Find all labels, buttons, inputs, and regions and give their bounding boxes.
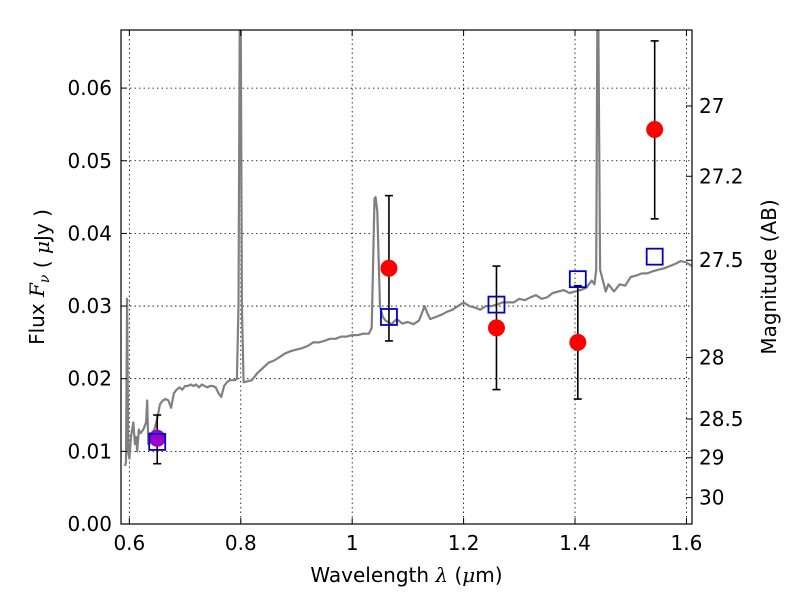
observed-point	[646, 121, 664, 139]
y2-tick-label: 28	[699, 346, 724, 370]
y2-tick-label: 30	[699, 486, 724, 510]
y2-tick-label: 28.5	[699, 407, 744, 431]
observed-point	[569, 333, 587, 351]
y-tick-label: 0.02	[67, 367, 112, 391]
y2-tick-label: 27	[699, 94, 724, 118]
model-point	[487, 295, 506, 314]
ticks: 0.6 0.8 1 1.2 1.4 1.6 0.00 0.01 0.02 0.03 0.04 0.05…	[67, 30, 744, 555]
plot-content	[123, 30, 692, 467]
observed-point	[380, 259, 398, 277]
y-tick-label: 0.05	[67, 149, 112, 173]
plot-frame	[120, 29, 693, 525]
y-tick-label: 0.03	[67, 294, 112, 318]
x-tick-label: 0.8	[225, 531, 257, 555]
observed-point	[487, 319, 505, 337]
grid	[121, 30, 692, 525]
model-point	[380, 308, 398, 326]
x-tick-label: 1.6	[671, 531, 703, 555]
x-axis-label: Wavelength λ (μm)	[310, 563, 502, 587]
x-tick-label: 1.4	[559, 531, 591, 555]
y-axis-label: Flux Fν ( μJy )	[25, 209, 54, 345]
y-tick-label: 0.06	[67, 76, 112, 100]
y2-tick-label: 29	[699, 446, 724, 470]
y-tick-label: 0.01	[67, 439, 112, 463]
observed-point	[148, 429, 166, 447]
y-tick-label: 0.00	[67, 512, 112, 536]
y2-tick-label: 27.2	[699, 164, 744, 188]
model-point	[148, 433, 167, 451]
x-tick-label: 1.2	[448, 531, 480, 555]
y-tick-label: 0.04	[67, 221, 112, 245]
model-point	[568, 270, 587, 289]
x-tick-label: 1	[346, 531, 359, 555]
spectrum-line	[123, 30, 692, 467]
y2-tick-label: 27.5	[699, 248, 744, 272]
y2-axis-label: Magnitude (AB)	[757, 199, 781, 354]
x-tick-label: 0.6	[113, 531, 145, 555]
model-point	[645, 247, 664, 266]
